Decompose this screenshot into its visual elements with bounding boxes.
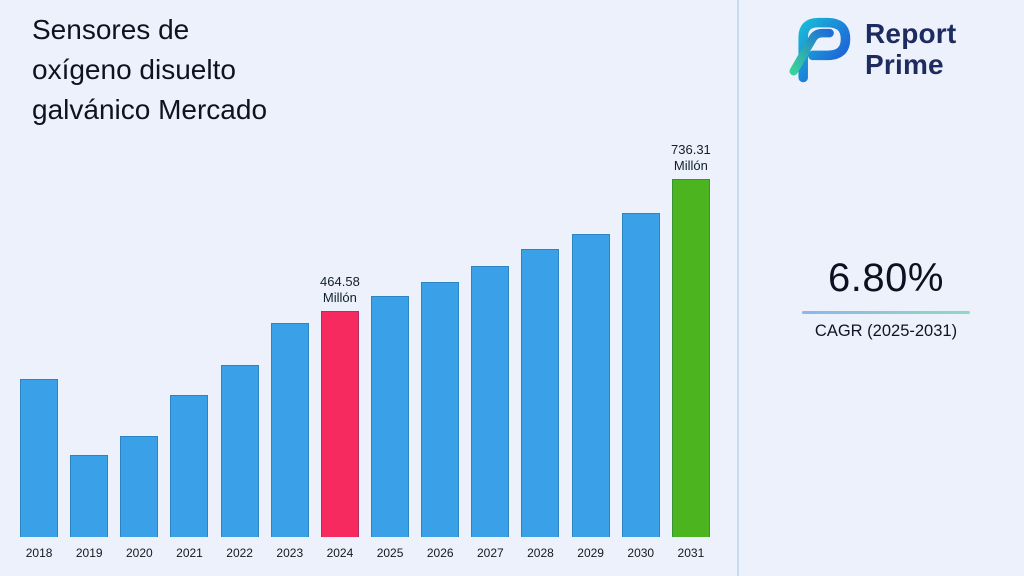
x-axis-label-2022: 2022 [226,546,253,560]
x-axis-label-2030: 2030 [627,546,655,560]
bar-cell-2024: 464.58 Millón [315,117,365,537]
bar-cell-2018 [14,117,64,537]
brand-name-top: Report [865,17,957,49]
bar-2029 [571,234,610,537]
bar-2024 [320,311,359,537]
bar-cell-2030 [616,117,666,537]
x-axis-labels: 2018 2019 2020 2021 2022 2023 2024 2025 2026 2027… [14,546,716,560]
right-panel: Report Prime 6.80% CAGR (2025-2031) [739,0,1024,576]
bar-cell-2019 [64,117,114,537]
bar-2021 [170,395,209,537]
bar-value-label-2031: 736.31 Millón [671,141,711,173]
bar-cell-2026 [415,117,465,537]
x-axis-label-2020: 2020 [126,546,153,560]
bar-cell-2025 [365,117,415,537]
bar-cell-2029 [566,117,616,537]
bar-2022 [220,365,259,537]
brand-logo: Report Prime [781,12,956,86]
bar-2028 [521,249,560,537]
bar-2018 [20,379,59,537]
brand-name-bottom: Prime [865,49,944,80]
x-axis-label-2021: 2021 [176,546,203,560]
x-axis-label-2025: 2025 [376,546,404,560]
x-axis-label-2023: 2023 [276,546,304,560]
bar-2031 [671,179,710,537]
report-prime-logo-icon [789,17,851,83]
bar-cell-2022 [215,117,265,537]
brand-name: Report Prime [865,18,956,81]
bar-2030 [621,213,660,537]
x-axis-label-2018: 2018 [25,546,53,560]
bar-2025 [371,296,410,537]
bar-group: 464.58 Millón 736.31 Millón [14,117,716,537]
bar-cell-2031: 736.31 Millón [666,117,716,537]
bar-2020 [120,436,159,537]
cagr-label: CAGR (2025-2031) [814,322,958,340]
x-axis-label-2026: 2026 [426,546,454,560]
bar-chart: 464.58 Millón 736.31 Millón 2018 2019 2020 2… [14,16,716,564]
bar-2019 [70,455,109,537]
bar-2026 [421,282,460,537]
bar-2023 [270,323,309,537]
bar-2027 [471,266,510,537]
x-axis-label-2029: 2029 [577,546,604,560]
x-axis-label-2028: 2028 [527,546,554,560]
bar-cell-2020 [114,117,164,537]
cagr-block: 6.80% CAGR (2025-2031) [801,256,971,341]
bar-value-label-2024: 464.58 Millón [320,273,360,305]
cagr-underline [802,311,970,314]
x-axis-label-2027: 2027 [476,546,504,560]
chart-title: Sensores de oxígeno disuelto galvánico M… [32,14,268,125]
panel-divider [737,0,739,576]
bar-cell-2021 [164,117,214,537]
x-axis-label-2019: 2019 [75,546,103,560]
x-axis-label-2024: 2024 [326,546,354,560]
bar-cell-2028 [515,117,565,537]
cagr-value: 6.80% [828,256,944,300]
x-axis-label-2031: 2031 [677,546,705,560]
bar-cell-2027 [465,117,515,537]
bar-cell-2023 [265,117,315,537]
